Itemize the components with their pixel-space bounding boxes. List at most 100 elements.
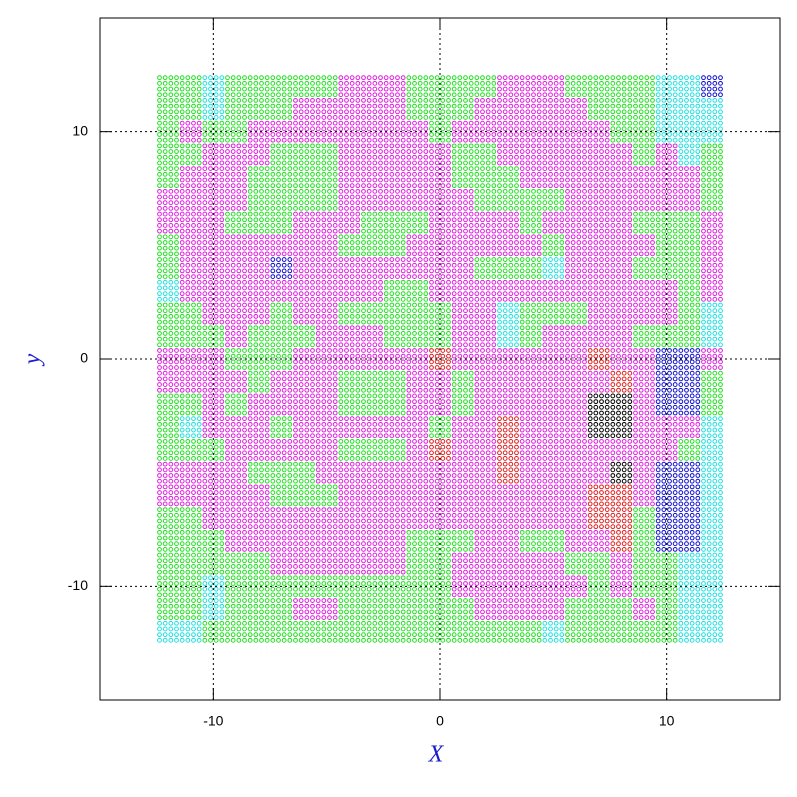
point bbox=[355, 313, 361, 319]
point bbox=[281, 279, 287, 285]
point bbox=[491, 80, 497, 86]
point bbox=[718, 313, 723, 319]
point bbox=[236, 205, 242, 211]
point bbox=[644, 103, 650, 109]
point bbox=[253, 228, 259, 234]
point bbox=[497, 194, 502, 200]
point bbox=[344, 109, 349, 115]
point bbox=[208, 291, 213, 297]
point bbox=[559, 240, 565, 245]
point bbox=[400, 342, 406, 348]
point bbox=[638, 200, 644, 206]
point bbox=[202, 166, 208, 172]
point bbox=[310, 166, 315, 172]
point bbox=[355, 223, 361, 228]
point bbox=[599, 109, 604, 115]
point bbox=[480, 308, 485, 314]
point bbox=[661, 149, 667, 154]
point bbox=[514, 183, 519, 189]
point bbox=[434, 228, 440, 234]
point bbox=[412, 245, 417, 251]
point bbox=[236, 120, 242, 126]
point bbox=[298, 291, 304, 297]
point bbox=[332, 103, 338, 109]
point bbox=[332, 308, 338, 314]
point bbox=[429, 98, 434, 103]
point bbox=[457, 211, 463, 217]
point bbox=[412, 336, 417, 342]
point bbox=[298, 188, 304, 194]
point bbox=[321, 285, 327, 291]
point bbox=[474, 308, 480, 314]
point bbox=[695, 115, 701, 120]
point bbox=[514, 205, 519, 211]
point bbox=[542, 120, 548, 126]
point bbox=[304, 132, 310, 137]
point bbox=[672, 80, 678, 86]
point bbox=[264, 336, 270, 342]
point bbox=[678, 325, 684, 331]
point bbox=[451, 98, 457, 103]
point bbox=[372, 126, 378, 132]
point bbox=[582, 342, 587, 348]
point bbox=[684, 296, 689, 302]
point bbox=[502, 86, 508, 92]
point bbox=[633, 109, 638, 115]
point bbox=[706, 245, 712, 251]
point bbox=[202, 154, 208, 160]
point bbox=[616, 302, 621, 308]
point bbox=[202, 171, 208, 177]
point bbox=[474, 279, 480, 285]
point bbox=[525, 217, 531, 223]
point bbox=[491, 331, 497, 336]
point bbox=[508, 331, 514, 336]
point bbox=[514, 285, 519, 291]
point bbox=[191, 223, 196, 228]
point bbox=[247, 103, 253, 109]
point bbox=[321, 228, 327, 234]
point bbox=[412, 171, 417, 177]
point bbox=[230, 154, 236, 160]
point bbox=[474, 336, 480, 342]
point bbox=[423, 285, 429, 291]
point bbox=[179, 149, 185, 154]
point bbox=[327, 120, 332, 126]
point bbox=[247, 160, 253, 166]
point bbox=[672, 194, 678, 200]
point bbox=[310, 103, 315, 109]
point bbox=[519, 251, 525, 257]
point bbox=[281, 115, 287, 120]
point bbox=[281, 268, 287, 274]
point bbox=[684, 143, 689, 149]
point bbox=[508, 171, 514, 177]
point bbox=[253, 194, 259, 200]
point bbox=[191, 359, 196, 365]
point bbox=[389, 126, 395, 132]
point bbox=[202, 143, 208, 149]
point bbox=[672, 211, 678, 217]
point bbox=[378, 103, 383, 109]
point bbox=[412, 296, 417, 302]
point bbox=[332, 313, 338, 319]
point bbox=[366, 92, 372, 98]
point bbox=[463, 257, 468, 262]
point bbox=[655, 331, 661, 336]
point bbox=[599, 115, 604, 120]
point bbox=[508, 234, 514, 240]
point bbox=[468, 223, 474, 228]
point bbox=[650, 160, 655, 166]
point bbox=[219, 279, 225, 285]
point bbox=[553, 154, 559, 160]
point bbox=[270, 137, 276, 143]
point bbox=[315, 126, 321, 132]
point bbox=[417, 319, 423, 325]
point bbox=[310, 336, 315, 342]
point bbox=[582, 80, 587, 86]
point bbox=[661, 217, 667, 223]
point bbox=[423, 109, 429, 115]
point bbox=[264, 149, 270, 154]
point bbox=[208, 98, 213, 103]
point bbox=[344, 251, 349, 257]
point bbox=[593, 336, 599, 342]
point bbox=[650, 98, 655, 103]
